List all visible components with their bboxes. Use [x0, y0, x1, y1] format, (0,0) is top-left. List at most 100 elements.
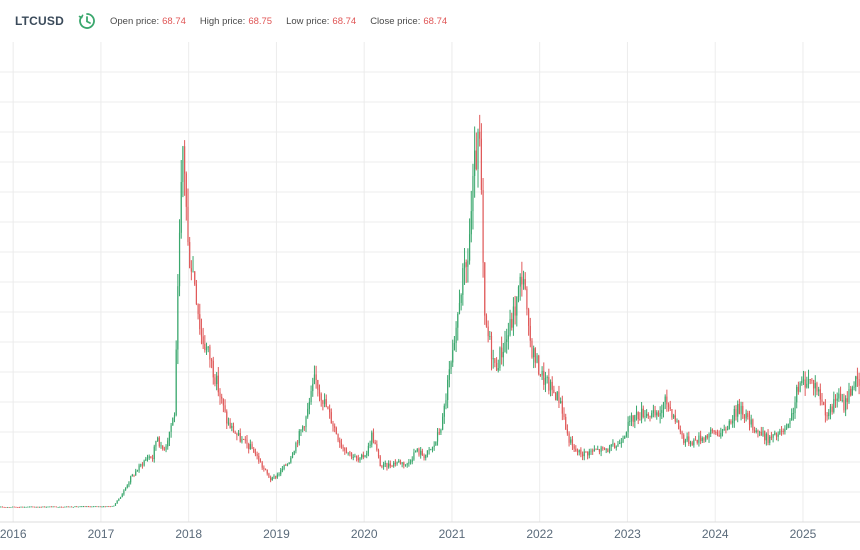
candle-body [833, 399, 835, 412]
candle-body [470, 211, 472, 235]
candle-body [442, 416, 444, 430]
candle-body [302, 426, 304, 430]
candle-body [65, 506, 68, 508]
candle-body [337, 434, 339, 441]
candle-body [81, 506, 83, 508]
candle-body [452, 350, 454, 363]
candle-body [234, 432, 236, 434]
candle-body [595, 449, 597, 451]
candle-body [322, 400, 324, 404]
candle-body [757, 430, 759, 433]
candle-body [356, 456, 358, 459]
x-tick-label: 2017 [88, 527, 115, 541]
candle-body [453, 343, 456, 351]
candle-body [106, 506, 108, 508]
candle-body [836, 398, 838, 401]
candle-body [60, 506, 63, 508]
chart-header: LTCUSD Open price: 68.74 High price: 68.75… [0, 0, 860, 42]
candle-body [200, 329, 203, 337]
candle-body [210, 359, 213, 361]
candle-body [703, 437, 705, 441]
candle-body [167, 440, 169, 447]
candle-body [769, 436, 771, 443]
candle-body [856, 376, 859, 380]
candle-body [280, 469, 282, 475]
candle-body [526, 288, 528, 310]
candle-body [243, 439, 245, 440]
candle-body [313, 374, 316, 384]
candle-body [138, 465, 140, 471]
candle-body [131, 474, 133, 477]
candle-body [394, 462, 396, 465]
clock-icon[interactable] [78, 12, 96, 30]
candle-body [357, 458, 359, 461]
candle-body [740, 405, 742, 414]
candle-body [644, 416, 646, 418]
candle-body [802, 379, 805, 382]
candle-body [818, 389, 820, 392]
candle-body [94, 506, 96, 508]
candle-body [533, 348, 535, 358]
candle-body [828, 412, 830, 417]
candle-body [581, 454, 584, 457]
candle-body [92, 506, 95, 508]
candle-body [694, 439, 697, 441]
candle-body [543, 370, 545, 385]
candle-body [490, 336, 493, 360]
candle-body [185, 173, 187, 207]
candle-body [74, 506, 76, 508]
candle-body [423, 455, 425, 459]
candle-body [705, 435, 707, 441]
candle-body [76, 506, 78, 508]
candle-body [216, 375, 218, 385]
candle-body [664, 396, 666, 403]
candle-body [479, 131, 481, 139]
candle-body [811, 379, 813, 381]
candle-body [843, 400, 845, 411]
candle-body [404, 464, 407, 466]
candle-body [298, 431, 300, 444]
candle-body [597, 449, 599, 450]
candle-body [237, 433, 240, 436]
candle-body [554, 393, 557, 401]
candle-body [506, 339, 508, 342]
candle-body [276, 474, 278, 478]
candle-body [382, 464, 385, 467]
candle-body [850, 389, 852, 396]
candle-body [266, 469, 268, 474]
candle-body [625, 432, 628, 437]
candle-body [797, 386, 800, 392]
candle-body [575, 448, 577, 452]
x-tick-label: 2020 [351, 527, 378, 541]
candle-body [248, 443, 250, 450]
candle-series[interactable] [0, 114, 860, 508]
candle-body [288, 462, 290, 464]
close-price-label: Close price: [370, 15, 421, 27]
candle-body [190, 268, 192, 272]
candle-body [222, 398, 224, 406]
candle-body [700, 435, 702, 442]
candle-body [52, 506, 54, 508]
candle-body [318, 389, 321, 394]
candle-body [59, 506, 61, 508]
candle-body [116, 500, 118, 504]
candle-body [35, 506, 37, 508]
candle-body [553, 389, 555, 394]
candle-body [40, 506, 42, 508]
candle-body [807, 378, 810, 384]
candle-body [517, 286, 520, 298]
candle-body [590, 450, 592, 452]
candle-body [730, 421, 732, 424]
candle-body [103, 506, 105, 508]
candle-body [323, 399, 326, 404]
candle-body [347, 452, 349, 454]
candle-body [791, 413, 793, 421]
candle-body [47, 506, 49, 508]
candle-body [718, 434, 720, 437]
candle-body [99, 506, 101, 508]
candle-body [639, 419, 641, 420]
candle-body [217, 375, 219, 393]
candle-body [38, 506, 41, 508]
candle-body [165, 446, 167, 450]
